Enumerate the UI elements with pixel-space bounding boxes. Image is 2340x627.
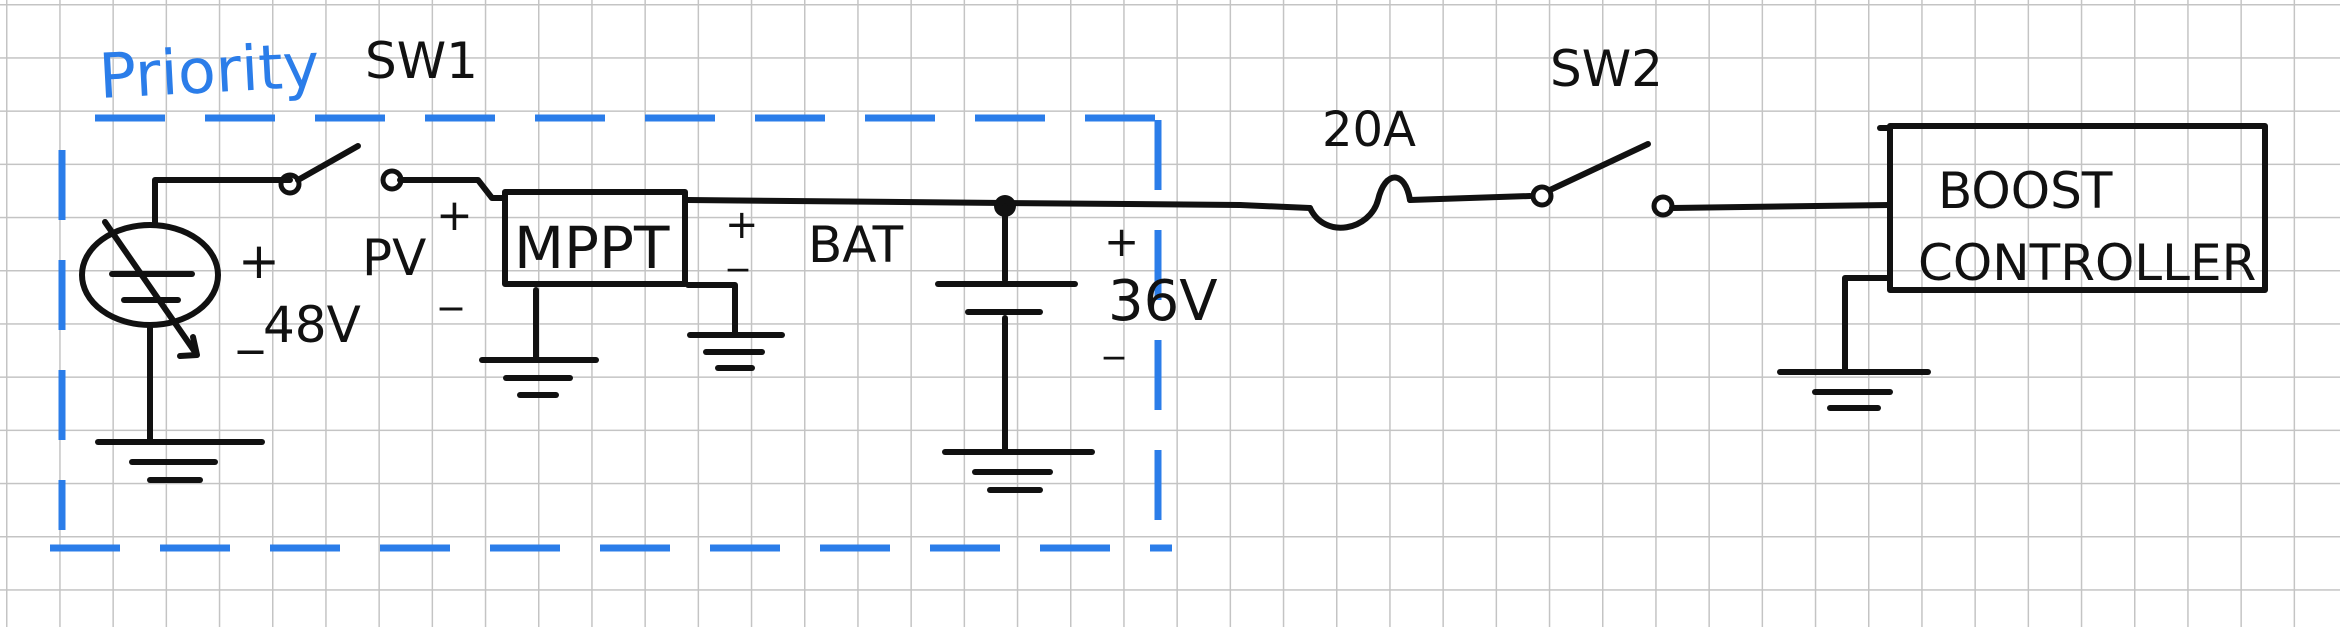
bat-plus: +	[725, 202, 759, 248]
fuse-20a	[1237, 174, 1533, 231]
priority-label: Priority	[97, 29, 321, 113]
cap-voltage: 36V	[1108, 269, 1218, 334]
pv-label: PV	[362, 229, 426, 287]
priority-region	[50, 114, 1172, 552]
sw1-switch	[278, 143, 508, 201]
bat-minus: _	[727, 226, 749, 272]
source-48v	[79, 177, 293, 483]
sw2-label: SW2	[1550, 40, 1663, 98]
capacitor-36v	[935, 195, 1095, 493]
pv-plus: +	[436, 190, 473, 241]
cap-plus: +	[1104, 217, 1139, 266]
source-voltage: _48V	[237, 296, 361, 354]
sw2-switch	[1530, 141, 1893, 218]
boost-label-line2: CONTROLLER	[1918, 234, 2256, 292]
boost-controller-box	[1777, 123, 2268, 411]
fuse-label: 20A	[1322, 102, 1416, 158]
boost-label-line1: BOOST	[1938, 162, 2113, 220]
bat-label: BAT	[808, 216, 904, 274]
mppt-label: MPPT	[514, 214, 670, 282]
cap-minus: _	[1103, 314, 1125, 360]
mppt-box	[479, 189, 688, 398]
source-plus: +	[238, 232, 280, 290]
pv-minus: _	[439, 260, 463, 311]
sw1-label: SW1	[365, 32, 478, 90]
